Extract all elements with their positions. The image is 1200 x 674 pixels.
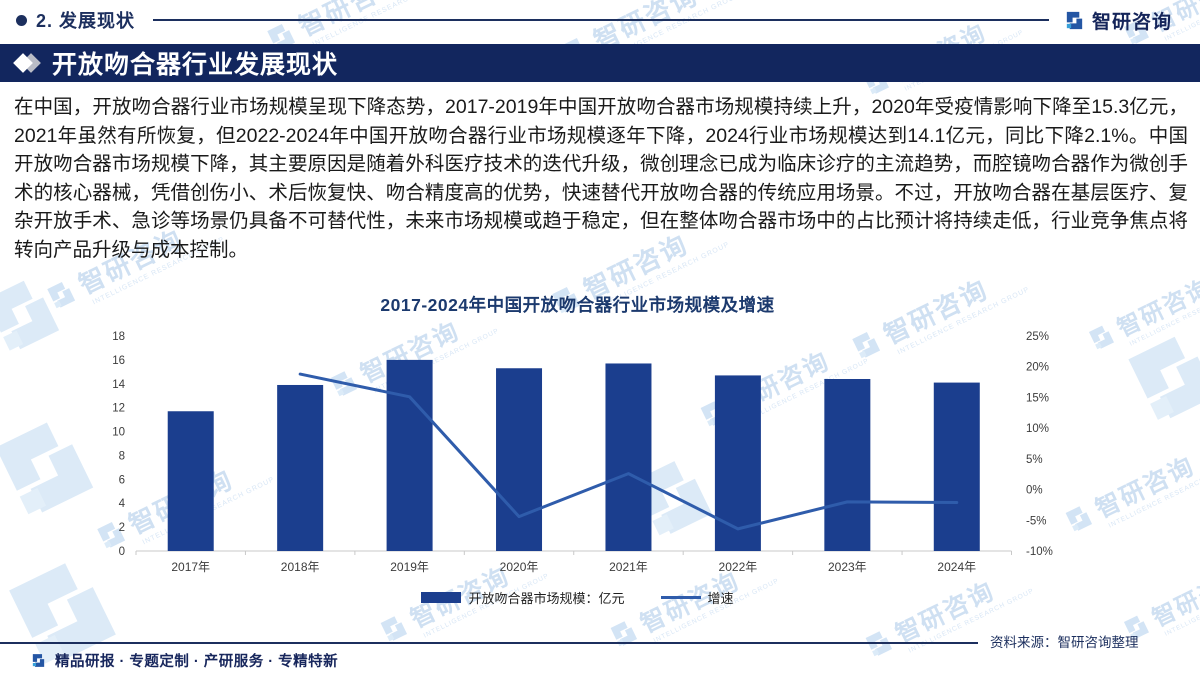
svg-text:2022年: 2022年 <box>719 560 758 574</box>
svg-text:0%: 0% <box>1026 485 1043 497</box>
svg-text:2024年: 2024年 <box>937 560 976 574</box>
title-bar: 开放吻合器行业发展现状 <box>0 44 1200 82</box>
chart-title: 2017-2024年中国开放吻合器行业市场规模及增速 <box>380 295 775 315</box>
line-swatch-icon <box>660 596 701 599</box>
svg-text:16: 16 <box>112 355 125 367</box>
svg-text:18: 18 <box>112 331 125 343</box>
watermark-icon <box>1109 314 1200 441</box>
brand-logo: 智研咨询 <box>1063 7 1172 34</box>
svg-text:4: 4 <box>119 498 126 510</box>
bullet-icon <box>16 14 27 26</box>
svg-text:6: 6 <box>119 474 125 486</box>
svg-text:-10%: -10% <box>1026 546 1053 558</box>
footer-tagline: 精品研报 · 专题定制 · 产研服务 · 专精特新 <box>55 654 339 670</box>
legend-item-bar: 开放吻合器市场规模：亿元 <box>421 588 625 607</box>
legend-item-line: 增速 <box>660 588 734 607</box>
svg-text:25%: 25% <box>1026 331 1049 343</box>
svg-text:15%: 15% <box>1026 392 1049 404</box>
legend-bar-label: 开放吻合器市场规模：亿元 <box>468 591 625 606</box>
bar-swatch-icon <box>421 592 462 603</box>
svg-text:12: 12 <box>112 403 125 415</box>
source-label: 资料来源：智研咨询整理 <box>990 635 1139 650</box>
svg-text:10: 10 <box>112 427 125 439</box>
svg-text:5%: 5% <box>1026 454 1043 466</box>
brand-logo-text: 智研咨询 <box>1091 11 1172 33</box>
svg-text:2018年: 2018年 <box>281 560 320 574</box>
diamond-icon <box>13 51 44 75</box>
svg-text:0: 0 <box>119 546 125 558</box>
svg-text:2023年: 2023年 <box>828 560 867 574</box>
footer-logo-icon <box>30 652 47 669</box>
market-size-growth-chart: 0 2 4 6 8 10 12 14 16 18 -10% -5% 0% 5% 10% 15% 20% 25% 20… <box>112 331 1053 574</box>
svg-text:8: 8 <box>119 450 125 462</box>
header-divider <box>153 19 1049 21</box>
chart-legend: 开放吻合器市场规模：亿元 增速 <box>95 588 1060 607</box>
legend-line-label: 增速 <box>707 591 734 606</box>
section-label: 2. 发展现状 <box>36 11 136 31</box>
svg-text:20%: 20% <box>1026 362 1049 374</box>
body-paragraph: 在中国，开放吻合器行业市场规模呈现下降态势，2017-2019年中国开放吻合器市… <box>14 96 1188 261</box>
svg-text:14: 14 <box>112 379 125 391</box>
svg-text:2017年: 2017年 <box>171 560 210 574</box>
page-footer: 精品研报 · 专题定制 · 产研服务 · 专精特新 <box>30 650 338 671</box>
svg-text:2021年: 2021年 <box>609 560 648 574</box>
svg-text:2: 2 <box>119 522 125 534</box>
source-divider <box>0 642 978 644</box>
svg-text:2020年: 2020年 <box>500 560 539 574</box>
page-header: 2. 发展现状 智研咨询 <box>16 7 1172 33</box>
brand-logo-icon <box>1063 9 1086 32</box>
page-title: 开放吻合器行业发展现状 <box>52 51 339 79</box>
svg-text:-5%: -5% <box>1026 515 1046 527</box>
watermark-icon <box>0 262 75 369</box>
svg-text:2019年: 2019年 <box>390 560 429 574</box>
svg-text:10%: 10% <box>1026 423 1049 435</box>
